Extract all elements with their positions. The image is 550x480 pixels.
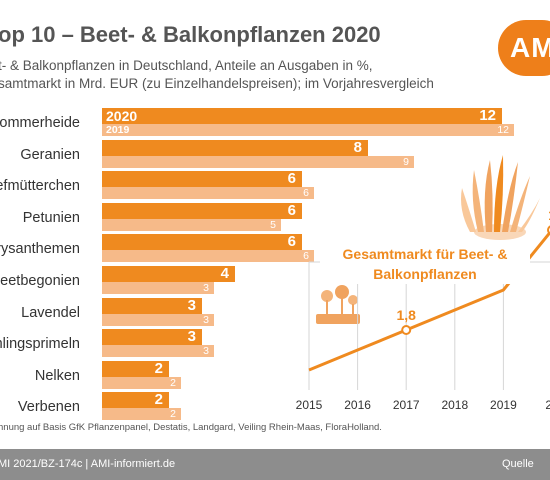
bar-2019: 6 <box>102 187 314 199</box>
footer-left-text: MI 2021/BZ-174c | AMI-informiert.de <box>0 458 176 470</box>
category-label: Geranien <box>20 147 80 163</box>
x-tick-label: 2019 <box>490 398 517 412</box>
bar-2019: 3 <box>102 314 214 326</box>
line-chart-title: Gesamtmarkt für Beet- & Balkonpflanzen <box>320 244 530 284</box>
x-tick-label: 2015 <box>296 398 323 412</box>
legend-2019-label: 2019 <box>106 124 130 136</box>
bar-2020: 4 <box>102 266 235 282</box>
source-footnote: hnung auf Basis GfK Pflanzenpanel, Desta… <box>0 422 382 433</box>
flower-pot-icon <box>316 285 360 324</box>
bar-2020: 12 <box>102 108 502 124</box>
footer-right-text: Quelle <box>502 458 534 470</box>
data-point <box>401 325 412 335</box>
bar-2019: 6 <box>102 250 314 262</box>
category-label: Beetbegonien <box>0 273 80 289</box>
category-label: rysanthemen <box>0 241 80 257</box>
subtitle-line-2: samtmarkt in Mrd. EUR (zu Einzelhandelsp… <box>0 76 434 91</box>
bar-2020: 6 <box>102 203 302 219</box>
page-title: op 10 – Beet- & Balkonpflanzen 2020 <box>0 22 381 47</box>
subtitle-line-1: t- & Balkonpflanzen in Deutschland, Ante… <box>0 58 373 73</box>
x-tick-label: 2018 <box>441 398 468 412</box>
bar-2019: 3 <box>102 282 214 294</box>
x-tick-label: 2016 <box>344 398 371 412</box>
plant-illustration <box>461 155 540 240</box>
ami-logo: AM <box>498 20 550 76</box>
bar-2020: 8 <box>102 140 368 156</box>
bar-2019: 2 <box>102 408 181 420</box>
category-label: Verbenen <box>17 399 80 415</box>
category-label: hlingsprimeln <box>0 336 80 352</box>
bar-2019: 9 <box>102 156 414 168</box>
x-tick-label: 2017 <box>393 398 420 412</box>
bar-2019: 3 <box>102 345 214 357</box>
category-label: Nelken <box>34 368 80 384</box>
bar-2020: 6 <box>102 234 302 250</box>
category-label: Petunien <box>22 210 80 226</box>
footer-bar: MI 2021/BZ-174c | AMI-informiert.de Quel… <box>0 449 550 480</box>
legend-2020-label: 2020 <box>106 108 138 124</box>
data-label: 1,8 <box>396 307 416 323</box>
line-chart-x-axis: 2015 2016 2017 2018 2019 20 <box>296 398 550 412</box>
category-label: efmütterchen <box>0 178 80 194</box>
x-tick-label: 20 <box>545 398 550 412</box>
bar-2019: 2 <box>102 377 181 389</box>
category-label: Lavendel <box>21 305 80 321</box>
bar-2019: 5 <box>102 219 281 231</box>
category-label: Sommerheide <box>0 115 80 131</box>
bar-2020: 6 <box>102 171 302 187</box>
bar-2020: 2 <box>102 361 169 377</box>
bar-2020: 3 <box>102 329 202 345</box>
bar-2020: 3 <box>102 298 202 314</box>
bar-2019: 12 <box>102 124 514 136</box>
bar-2020: 2 <box>102 392 169 408</box>
